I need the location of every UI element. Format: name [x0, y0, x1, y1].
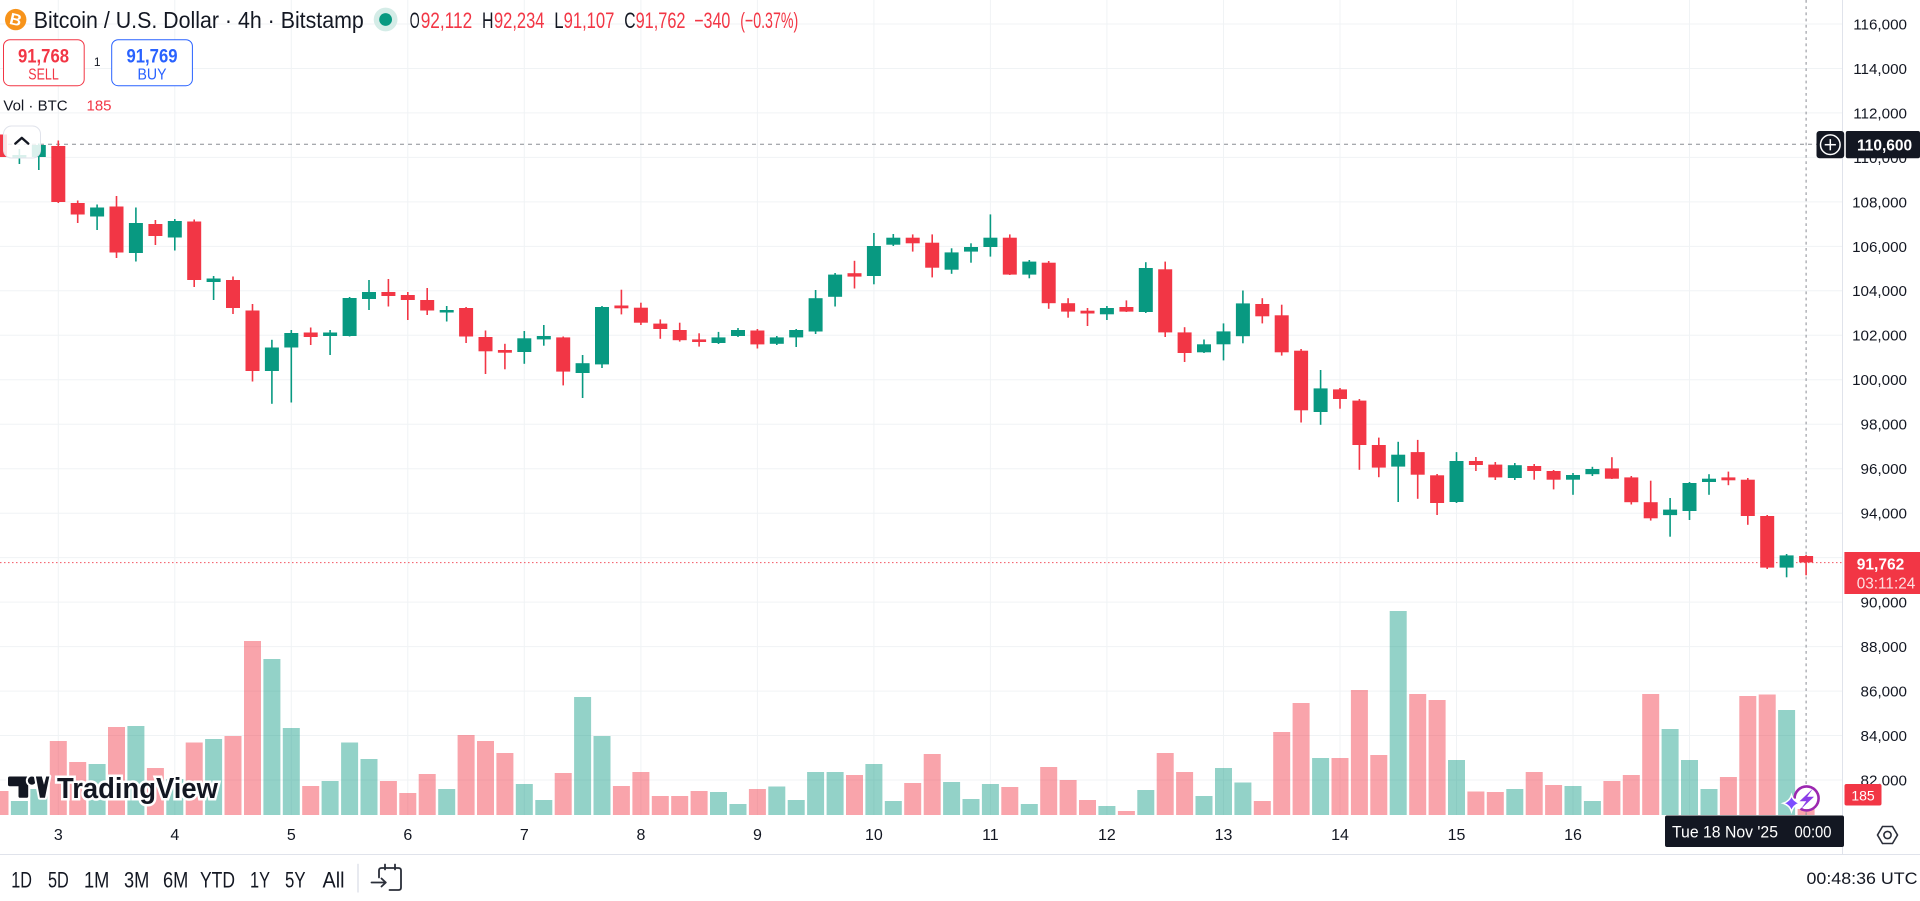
svg-text:92,112: 92,112 [421, 8, 473, 33]
svg-text:8: 8 [636, 827, 645, 844]
svg-text:106,000: 106,000 [1852, 239, 1907, 256]
svg-text:12: 12 [1098, 827, 1116, 844]
svg-text:00:48:36 UTC: 00:48:36 UTC [1807, 869, 1918, 888]
svg-text:185: 185 [87, 98, 112, 115]
svg-text:B: B [8, 10, 24, 30]
svg-text:91,762: 91,762 [636, 8, 686, 33]
svg-text:6: 6 [403, 827, 412, 844]
svg-text:14: 14 [1331, 827, 1349, 844]
svg-text:116,000: 116,000 [1853, 16, 1907, 33]
svg-text:−340: −340 [694, 8, 730, 33]
svg-text:110,600: 110,600 [1857, 138, 1912, 155]
svg-text:16: 16 [1564, 827, 1582, 844]
svg-text:185: 185 [1851, 788, 1875, 804]
svg-text:112,000: 112,000 [1853, 105, 1907, 122]
svg-text:H: H [482, 8, 494, 33]
svg-text:Bitcoin / U.S. Dollar · 4h · B: Bitcoin / U.S. Dollar · 4h · Bitstamp [34, 7, 364, 33]
svg-text:94,000: 94,000 [1861, 506, 1907, 523]
svg-text:SELL: SELL [28, 67, 59, 84]
svg-text:5: 5 [287, 827, 296, 844]
svg-text:6M: 6M [163, 868, 188, 893]
svg-text:3: 3 [54, 827, 63, 844]
svg-text:9: 9 [753, 827, 762, 844]
svg-text:84,000: 84,000 [1861, 728, 1907, 745]
svg-text:102,000: 102,000 [1852, 328, 1907, 345]
svg-text:92,234: 92,234 [494, 8, 544, 33]
svg-text:Vol · BTC: Vol · BTC [3, 98, 67, 115]
svg-text:1Y: 1Y [250, 868, 270, 893]
svg-text:86,000: 86,000 [1861, 684, 1907, 701]
svg-text:00:00: 00:00 [1795, 823, 1832, 842]
svg-text:91,769: 91,769 [127, 47, 178, 68]
svg-text:91,762: 91,762 [1857, 556, 1904, 573]
svg-text:TradingView: TradingView [57, 773, 219, 805]
svg-text:03:11:24: 03:11:24 [1857, 575, 1916, 592]
svg-text:O: O [410, 8, 420, 33]
svg-text:1: 1 [94, 55, 101, 69]
svg-text:3M: 3M [124, 868, 149, 893]
svg-text:5D: 5D [48, 868, 69, 893]
svg-text:15: 15 [1448, 827, 1466, 844]
svg-text:4: 4 [170, 827, 179, 844]
svg-text:C: C [624, 8, 635, 33]
svg-text:Tue 18 Nov '25: Tue 18 Nov '25 [1672, 823, 1778, 842]
svg-text:5Y: 5Y [285, 868, 306, 893]
svg-text:1M: 1M [84, 868, 109, 893]
svg-text:11: 11 [982, 827, 999, 844]
svg-text:96,000: 96,000 [1861, 461, 1907, 478]
svg-text:YTD: YTD [200, 868, 235, 893]
svg-text:7: 7 [520, 827, 529, 844]
svg-text:All: All [323, 868, 345, 893]
svg-text:90,000: 90,000 [1861, 595, 1907, 612]
svg-text:104,000: 104,000 [1852, 283, 1907, 300]
svg-text:114,000: 114,000 [1853, 61, 1907, 78]
svg-text:L: L [554, 8, 563, 33]
svg-text:BUY: BUY [138, 67, 167, 84]
svg-text:10: 10 [865, 827, 883, 844]
svg-text:98,000: 98,000 [1861, 417, 1907, 434]
svg-text:1D: 1D [11, 868, 32, 893]
svg-text:108,000: 108,000 [1852, 194, 1907, 211]
svg-text:91,768: 91,768 [18, 47, 69, 68]
svg-text:100,000: 100,000 [1852, 372, 1907, 389]
svg-text:88,000: 88,000 [1861, 639, 1907, 656]
svg-text:13: 13 [1215, 827, 1233, 844]
svg-text:91,107: 91,107 [564, 8, 615, 33]
svg-text:(−0.37%): (−0.37%) [740, 8, 798, 33]
